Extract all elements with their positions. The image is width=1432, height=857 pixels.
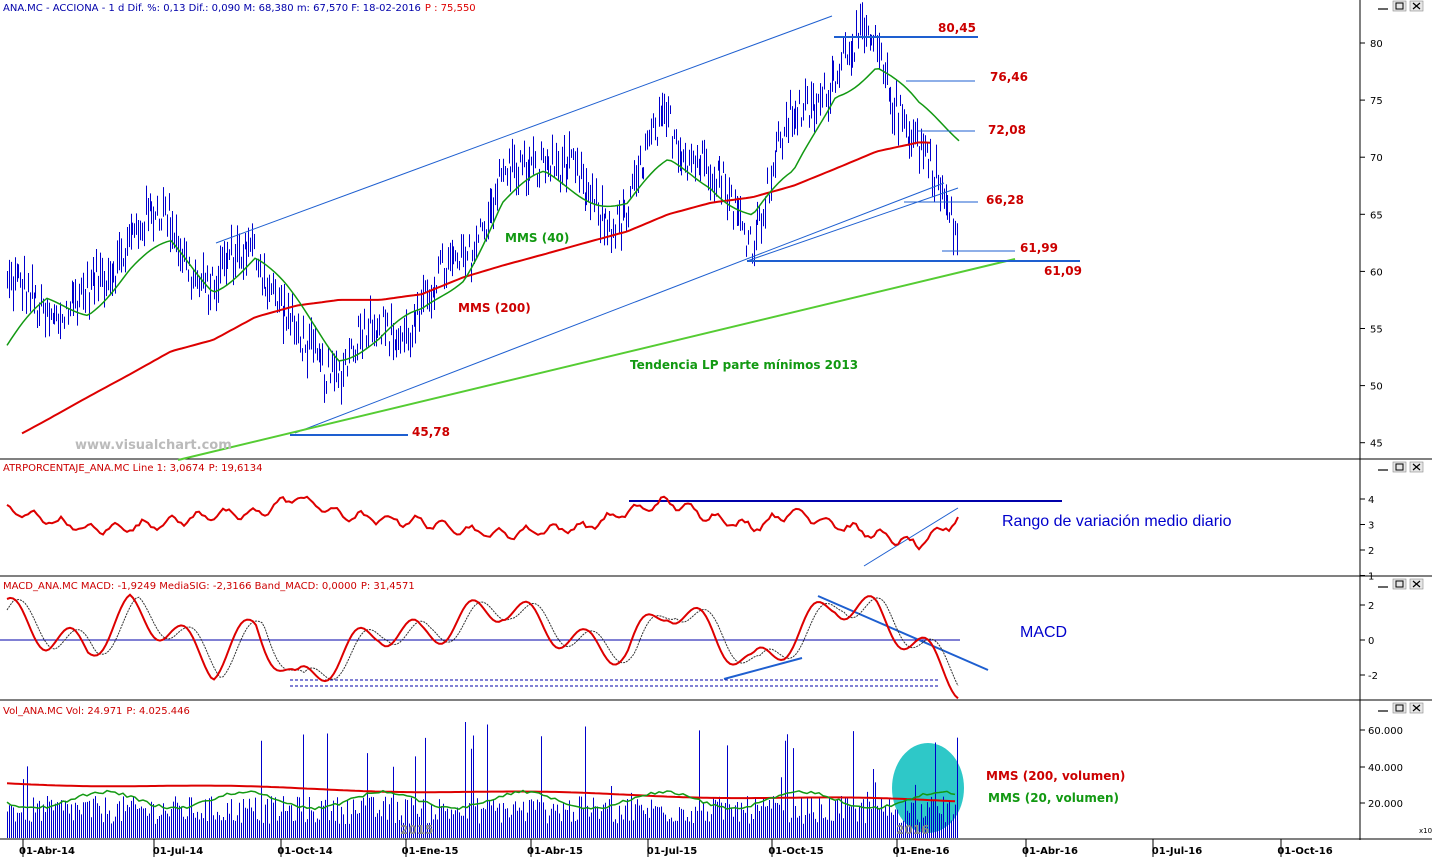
macd-resistance-line (817, 595, 989, 671)
maximize-icon (1395, 580, 1404, 588)
price-panel-title: ANA.MC - ACCIONA - 1 d Dif. %: 0,13 Dif.… (3, 3, 476, 14)
macd-line (6, 593, 959, 700)
close-icon (1412, 463, 1421, 471)
x-tick-label: 01-Ene-16 (893, 846, 950, 857)
x-tick-label: 01-Abr-14 (19, 846, 75, 857)
maximize-icon (1395, 704, 1404, 712)
macd-panel-title: MACD_ANA.MC MACD: -1,9249 MediaSIG: -2,3… (3, 581, 415, 592)
price-ytick-label: 80 (1370, 39, 1383, 50)
x-axis: 01-Abr-14 01-Jul-14 01-Oct-14 01-Ene-15 01-A… (19, 839, 1333, 857)
mms200-label: MMS (200) (458, 301, 531, 315)
price-y-axis: 80 75 70 65 60 55 50 45 (1360, 39, 1383, 450)
x-tick-label: 01-Jul-14 (153, 846, 203, 857)
atr-line (6, 495, 959, 551)
x-tick-label: 01-Oct-15 (768, 846, 823, 857)
price-ytick-label: 45 (1370, 439, 1383, 450)
level-76-46-label: 76,46 (990, 70, 1028, 84)
mms40-line (6, 68, 960, 362)
close-icon (1412, 580, 1421, 588)
volume-panel: Vol_ANA.MC Vol: 24.971 P: 4.025.446 60.00… (3, 706, 1432, 838)
volume-legend-200: MMS (200, volumen) (986, 769, 1125, 783)
watermark: www.visualchart.com (75, 438, 232, 453)
year-label-2015: 2015 (400, 823, 433, 837)
price-ytick-label: 70 (1370, 153, 1383, 164)
maximize-icon (1395, 463, 1404, 471)
close-icon (1412, 704, 1421, 712)
volume-highlight (892, 743, 964, 833)
x-tick-label: 01-Oct-16 (1277, 846, 1332, 857)
volume-legend-20: MMS (20, volumen) (988, 791, 1119, 805)
x-tick-label: 01-Ene-15 (402, 846, 459, 857)
macd-support-line (723, 657, 803, 680)
close-icon (1412, 2, 1421, 10)
x-tick-label: 01-Abr-15 (527, 846, 583, 857)
price-ytick-label: 75 (1370, 96, 1383, 107)
maximize-button[interactable] (1392, 702, 1407, 714)
level-66-28-label: 66,28 (986, 193, 1024, 207)
level-72-08-label: 72,08 (988, 123, 1026, 137)
atr-support-line (863, 507, 959, 567)
window-buttons (1378, 0, 1424, 714)
atr-ytick-label: 2 (1368, 546, 1374, 557)
trend-line-lp (177, 258, 1016, 461)
maximize-icon (1395, 2, 1404, 10)
atr-ytick-label: 4 (1368, 495, 1374, 506)
channel-upper-line (215, 15, 833, 244)
volume-panel-title: Vol_ANA.MC Vol: 24.971 P: 4.025.446 (3, 706, 190, 717)
x-tick-label: 01-Jul-15 (647, 846, 697, 857)
level-61-09-label: 61,09 (1044, 264, 1082, 278)
mms200-line (21, 141, 931, 435)
atr-annotation: Rango de variación medio diario (1002, 513, 1232, 530)
x-tick-label: 01-Oct-14 (277, 846, 332, 857)
macd-ytick-label: 0 (1368, 636, 1374, 647)
trend-label: Tendencia LP parte mínimos 2013 (630, 358, 858, 372)
macd-annotation: MACD (1020, 624, 1067, 641)
channel-lower-line (294, 182, 945, 434)
macd-panel: MACD_ANA.MC MACD: -1,9249 MediaSIG: -2,3… (0, 581, 1378, 700)
atr-panel-title: ATRPORCENTAJE_ANA.MC Line 1: 3,0674 P: 19… (3, 463, 263, 474)
volume-ytick-label: 20.000 (1368, 799, 1403, 810)
support-line-short (746, 187, 959, 262)
level-45-78-label: 45,78 (412, 425, 450, 439)
mms40-label: MMS (40) (505, 231, 569, 245)
price-ytick-label: 60 (1370, 267, 1383, 278)
right-axis-area (1361, 0, 1432, 840)
macd-y-axis: 2 0 -2 (1360, 601, 1378, 682)
volume-y-axis: 60.000 40.000 20.000 (1360, 726, 1403, 810)
level-61-99-label: 61,99 (1020, 241, 1058, 255)
price-panel: ANA.MC - ACCIONA - 1 d Dif. %: 0,13 Dif.… (3, 2, 1383, 461)
maximize-button[interactable] (1392, 461, 1407, 473)
level-80-45-label: 80,45 (938, 21, 976, 35)
atr-y-axis: 4 3 2 1 (1360, 495, 1374, 583)
atr-ytick-label: 3 (1368, 521, 1374, 532)
maximize-button[interactable] (1392, 578, 1407, 590)
year-label-2016: 2016 (896, 823, 929, 837)
macd-ytick-label: 2 (1368, 601, 1374, 612)
volume-ytick-label: 60.000 (1368, 726, 1403, 737)
price-ytick-label: 50 (1370, 382, 1383, 393)
x-tick-label: 01-Jul-16 (1152, 846, 1202, 857)
volume-ytick-label: 40.000 (1368, 763, 1403, 774)
price-ytick-label: 55 (1370, 325, 1383, 336)
volume-ma200-line (6, 782, 956, 803)
macd-ytick-label: -2 (1368, 671, 1378, 682)
atr-ytick-label: 1 (1368, 572, 1374, 583)
price-bars (7, 2, 958, 405)
volume-scale-note: x10 (1419, 827, 1432, 835)
volume-ma20-line (6, 789, 956, 811)
atr-panel: ATRPORCENTAJE_ANA.MC Line 1: 3,0674 P: 19… (3, 463, 1374, 583)
maximize-button[interactable] (1392, 0, 1407, 12)
x-tick-label: 01-Abr-16 (1022, 846, 1078, 857)
price-ytick-label: 65 (1370, 210, 1383, 221)
